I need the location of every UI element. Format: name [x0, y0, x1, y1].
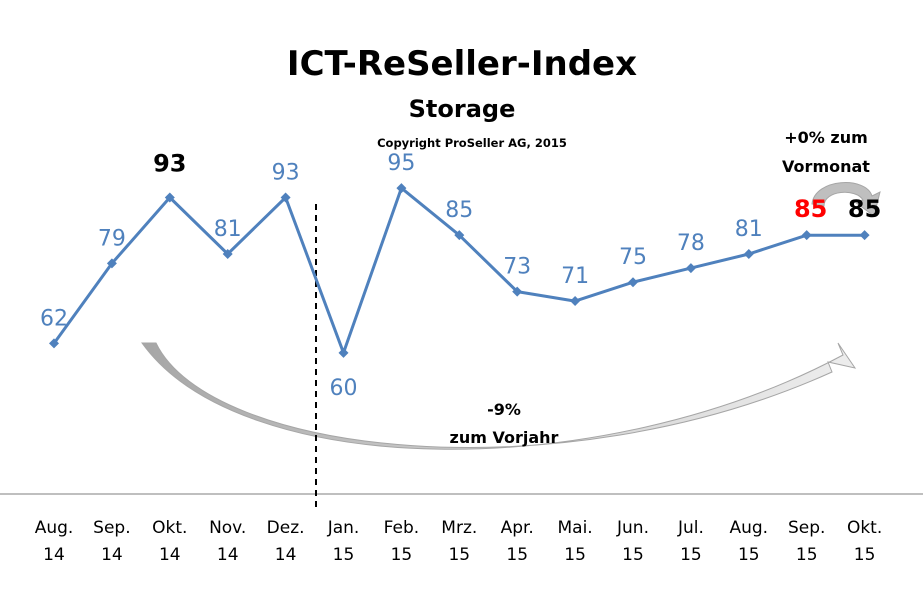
data-point-marker — [106, 258, 117, 269]
x-tick-year: 15 — [680, 545, 702, 565]
data-label-layer: 62 79 93 81 93 60 95 85 73 71 75 78 81 85 85 — [40, 150, 881, 401]
data-point-marker — [685, 263, 696, 274]
month-change-annotation: +0% zum Vormonat — [782, 128, 870, 176]
chart-subtitle: Storage — [409, 95, 516, 123]
month-change-line-1: +0% zum — [784, 128, 868, 147]
x-tick-month: Jan. — [327, 518, 360, 538]
x-tick-label: Jun. 15 — [616, 518, 649, 565]
data-point-marker — [570, 296, 581, 307]
x-tick-label: Jul. 15 — [677, 518, 704, 565]
data-label: 75 — [619, 245, 647, 270]
data-point-marker — [743, 249, 754, 259]
x-tick-month: Jun. — [616, 518, 649, 538]
data-point-marker — [801, 230, 812, 241]
x-tick-year: 15 — [506, 545, 528, 565]
x-tick-label: Aug. 15 — [729, 518, 768, 565]
year-change-line-1: -9% — [487, 400, 521, 419]
x-tick-month: Aug. — [729, 518, 768, 538]
x-tick-month: Okt. — [152, 518, 187, 538]
x-tick-label: Mrz. 15 — [441, 518, 477, 565]
data-point-marker — [859, 230, 870, 241]
x-tick-year: 15 — [796, 545, 818, 565]
x-tick-month: Okt. — [847, 518, 882, 538]
x-tick-year: 15 — [738, 545, 760, 565]
x-tick-year: 14 — [159, 545, 181, 565]
x-tick-label: Jan. 15 — [327, 518, 360, 565]
x-tick-month: Dez. — [267, 518, 305, 538]
data-point-marker — [164, 192, 175, 203]
x-tick-label: Apr. 15 — [501, 518, 534, 565]
month-change-arrow — [811, 182, 881, 217]
data-label: 93 — [272, 161, 300, 186]
data-label: 62 — [40, 306, 68, 331]
x-tick-month: Feb. — [384, 518, 420, 538]
series-layer — [49, 183, 870, 358]
chart-copyright: Copyright ProSeller AG, 2015 — [377, 136, 567, 150]
x-tick-label: Nov. 14 — [209, 518, 246, 565]
year-change-line-2: zum Vorjahr — [450, 428, 559, 447]
x-tick-label: Feb. 15 — [384, 518, 420, 565]
x-tick-year: 15 — [448, 545, 470, 565]
x-tick-label: Dez. 14 — [267, 518, 305, 565]
data-point-marker — [628, 277, 638, 288]
data-point-marker — [280, 192, 291, 203]
data-label: 81 — [214, 217, 242, 242]
x-tick-month: Aug. — [35, 518, 74, 538]
x-tick-year: 15 — [391, 545, 413, 565]
x-tick-year: 14 — [101, 545, 123, 565]
x-tick-year: 14 — [217, 545, 239, 565]
x-tick-month: Nov. — [209, 518, 246, 538]
data-label: 85 — [445, 198, 473, 223]
data-label: 95 — [387, 151, 415, 176]
data-label: 71 — [561, 264, 589, 289]
data-label: 78 — [677, 231, 705, 256]
data-label: 93 — [153, 150, 186, 178]
data-point-marker — [222, 249, 233, 259]
data-point-marker — [454, 230, 465, 241]
x-tick-label: Mai. 15 — [557, 518, 592, 565]
x-tick-year: 14 — [275, 545, 297, 565]
year-change-annotation: -9% zum Vorjahr — [450, 400, 559, 447]
x-tick-month: Jul. — [677, 518, 704, 538]
data-label: 60 — [330, 376, 358, 401]
data-label: 85 — [794, 195, 827, 223]
chart-title: ICT-ReSeller-Index — [287, 44, 637, 84]
x-tick-month: Apr. — [501, 518, 534, 538]
x-tick-label: Aug. 14 — [35, 518, 74, 565]
data-point-marker — [49, 338, 59, 349]
data-label: 85 — [848, 195, 881, 223]
x-tick-label: Okt. 14 — [152, 518, 187, 565]
x-tick-label: Okt. 15 — [847, 518, 882, 565]
x-tick-year: 15 — [622, 545, 644, 565]
data-point-marker — [338, 347, 349, 358]
x-tick-month: Sep. — [788, 518, 825, 538]
x-tick-year: 15 — [333, 545, 355, 565]
x-tick-year: 14 — [43, 545, 65, 565]
x-tick-year: 15 — [564, 545, 586, 565]
x-tick-month: Mrz. — [441, 518, 477, 538]
x-tick-year: 15 — [854, 545, 876, 565]
x-tick-label: Sep. 15 — [788, 518, 825, 565]
x-tick-label: Sep. 14 — [93, 518, 130, 565]
data-point-marker — [512, 286, 523, 297]
year-change-arrow — [141, 342, 857, 450]
data-label: 73 — [503, 255, 531, 280]
data-label: 81 — [735, 217, 763, 242]
data-point-marker — [396, 183, 407, 194]
data-label: 79 — [98, 226, 126, 251]
month-change-line-2: Vormonat — [782, 157, 870, 176]
x-tick-month: Mai. — [557, 518, 592, 538]
x-tick-month: Sep. — [93, 518, 130, 538]
